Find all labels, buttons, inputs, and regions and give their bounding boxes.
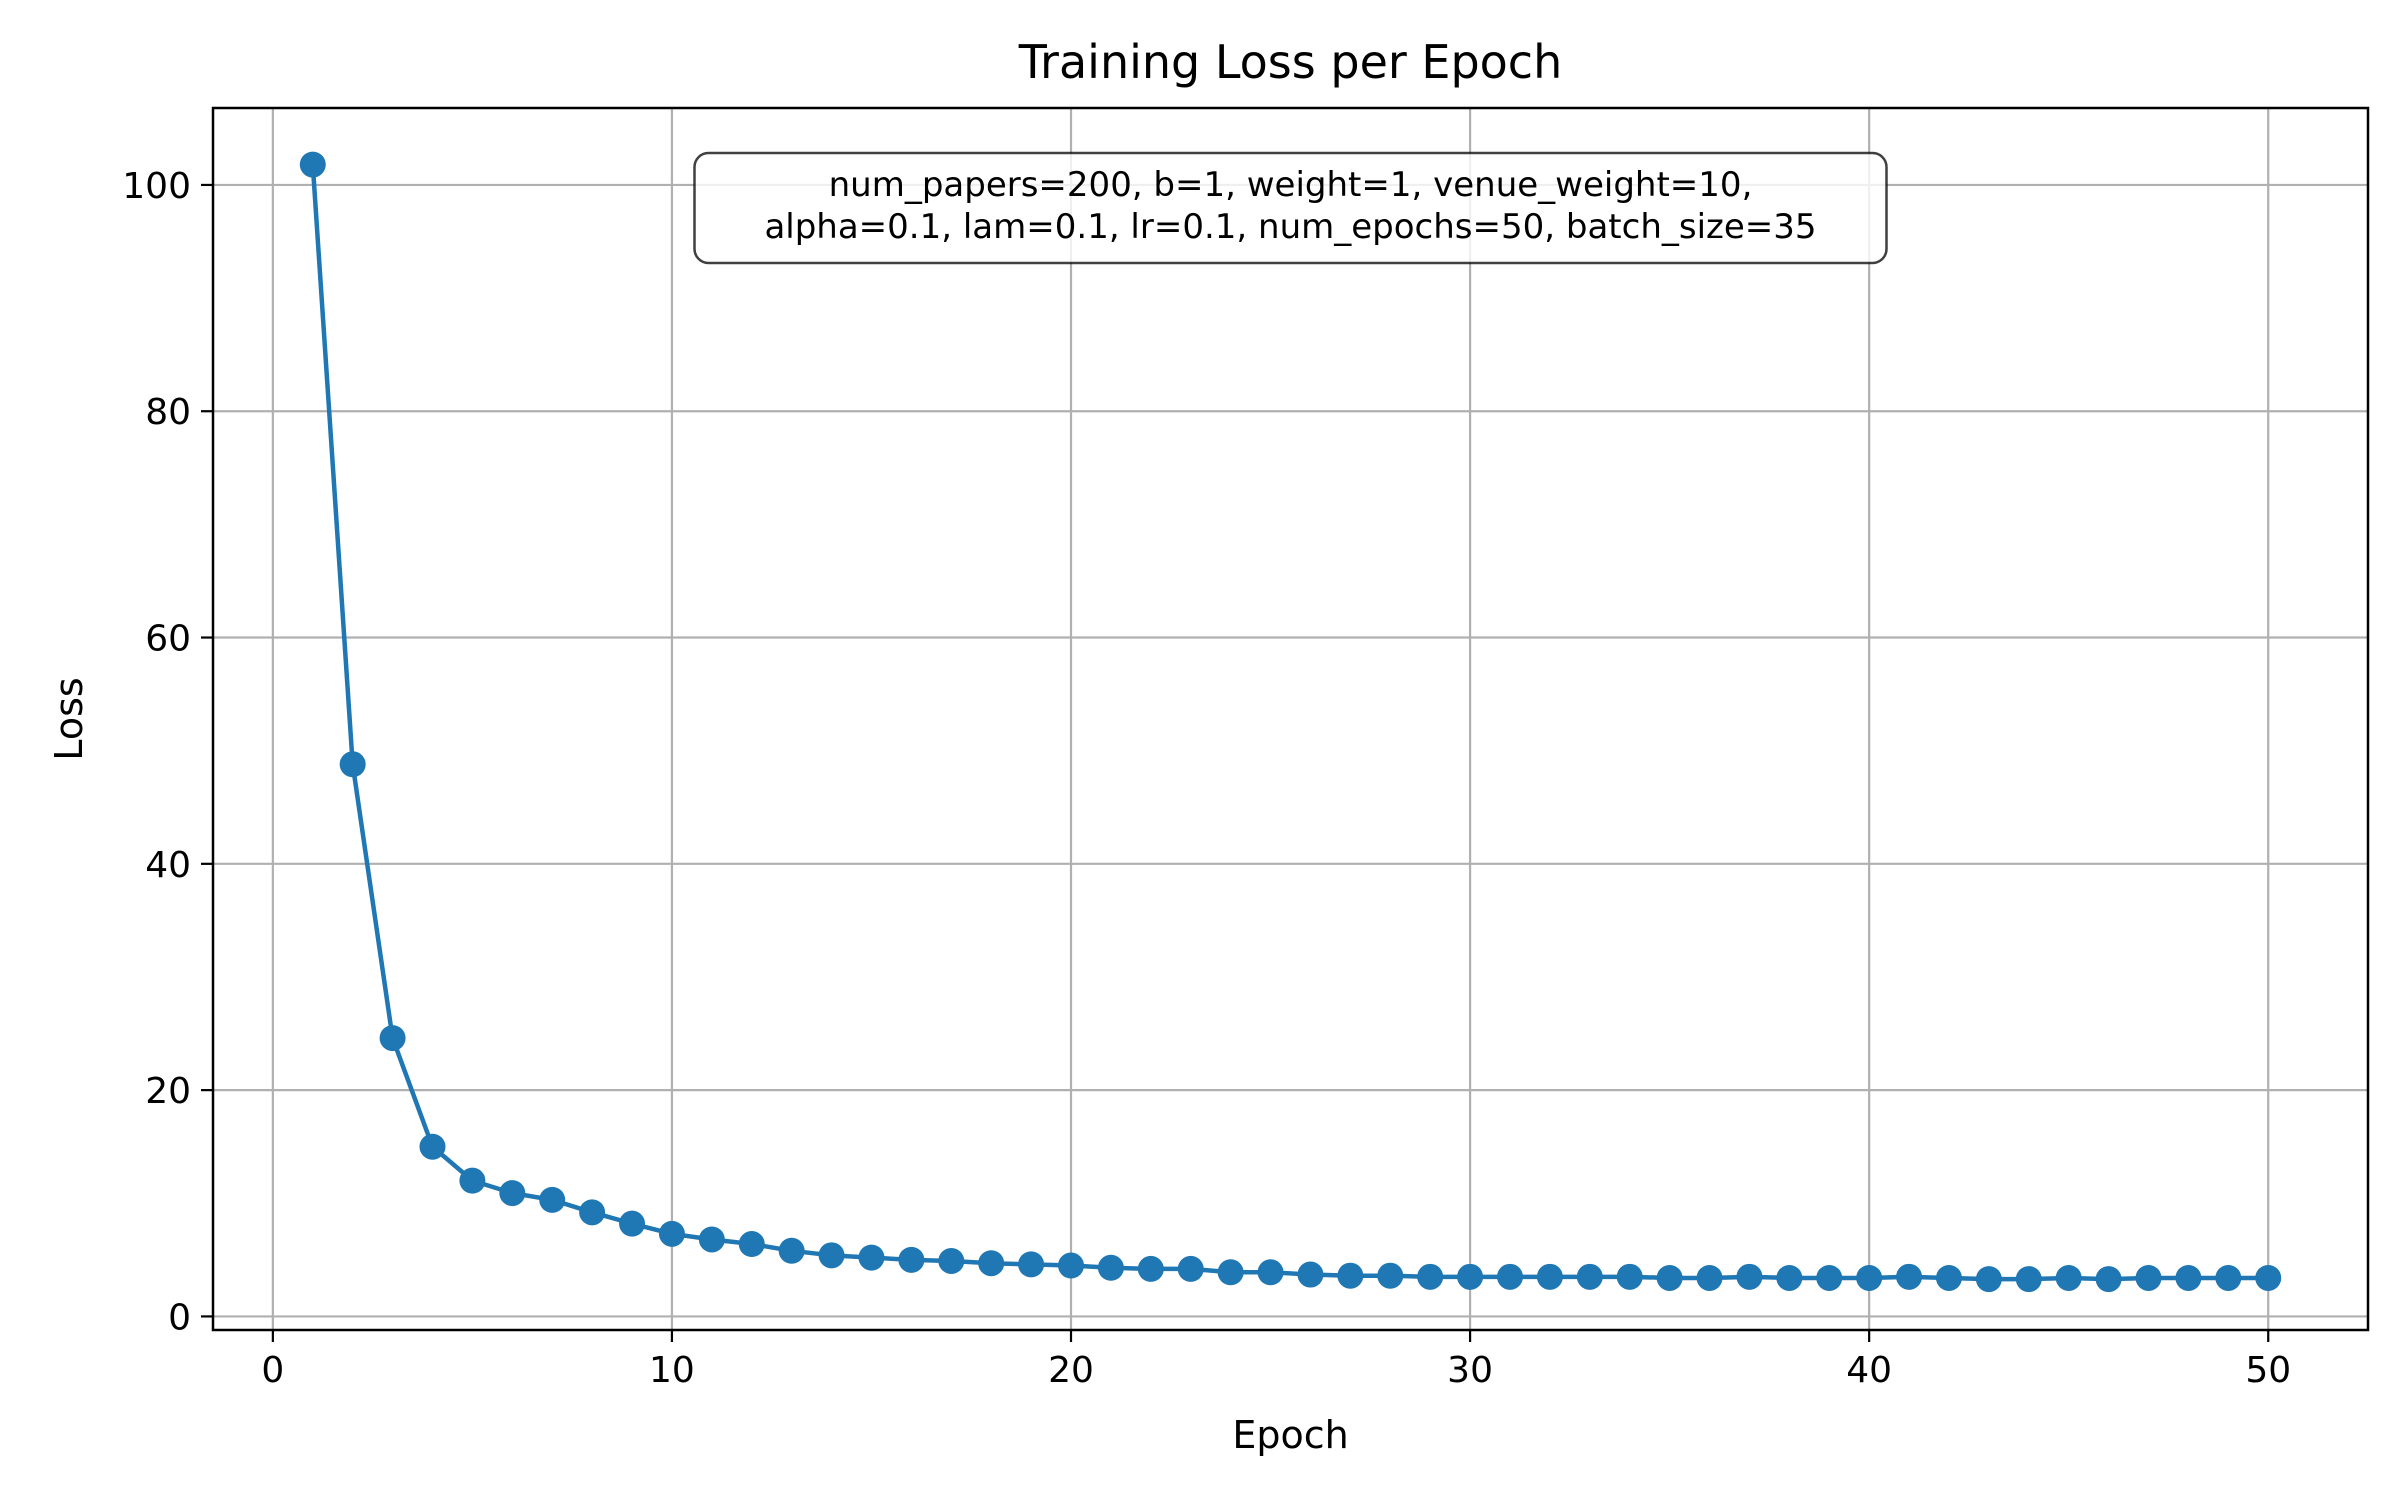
y-tick-label: 0: [168, 1297, 191, 1338]
loss-point: [698, 1226, 725, 1253]
loss-point: [978, 1250, 1005, 1277]
loss-point: [1696, 1264, 1723, 1291]
loss-point: [1975, 1266, 2002, 1293]
x-tick-label: 30: [1447, 1350, 1493, 1391]
loss-point: [658, 1220, 685, 1247]
loss-point: [499, 1180, 526, 1207]
grid-layer: [213, 108, 2368, 1330]
loss-point: [539, 1186, 566, 1213]
loss-point: [1337, 1262, 1364, 1289]
loss-point: [579, 1199, 606, 1226]
loss-point: [898, 1246, 925, 1273]
y-tick-label: 80: [145, 392, 191, 433]
loss-point: [1896, 1263, 1923, 1290]
loss-point: [1856, 1264, 1883, 1291]
x-tick-label: 40: [1846, 1350, 1892, 1391]
loss-point: [1257, 1259, 1284, 1286]
y-axis-label: Loss: [47, 677, 91, 760]
loss-point: [1297, 1261, 1324, 1288]
loss-point: [1457, 1263, 1484, 1290]
loss-point: [1417, 1263, 1444, 1290]
loss-point: [2015, 1266, 2042, 1293]
loss-point: [1576, 1263, 1603, 1290]
loss-point: [1536, 1263, 1563, 1290]
loss-point: [339, 751, 366, 778]
y-tick-label: 100: [122, 166, 191, 207]
loss-point: [2255, 1264, 2282, 1291]
loss-point: [1935, 1264, 1962, 1291]
x-tick-label: 10: [649, 1350, 695, 1391]
plot-frame: [211, 106, 2370, 1332]
loss-point: [2055, 1264, 2082, 1291]
loss-point: [738, 1231, 765, 1258]
series-layer: [299, 151, 2282, 1293]
annotation-line-1: num_papers=200, b=1, weight=1, venue_wei…: [829, 165, 1753, 205]
loss-point: [619, 1210, 646, 1237]
loss-point: [858, 1244, 885, 1271]
axis-layer: 0 10 20 30 40 50 0 20 40 60 80 100: [122, 166, 2291, 1391]
loss-point: [2215, 1264, 2242, 1291]
loss-point: [1137, 1255, 1164, 1282]
loss-point: [2135, 1264, 2162, 1291]
loss-point: [459, 1167, 486, 1194]
loss-point: [778, 1237, 805, 1264]
x-axis-label: Epoch: [1232, 1413, 1348, 1457]
loss-point: [299, 151, 326, 178]
annotation-line-2: alpha=0.1, lam=0.1, lr=0.1, num_epochs=5…: [764, 207, 1816, 247]
y-tick-label: 40: [145, 845, 191, 886]
chart-title: Training Loss per Epoch: [1018, 35, 1563, 89]
annotation-box: num_papers=200, b=1, weight=1, venue_wei…: [693, 151, 1888, 265]
loss-point: [2095, 1266, 2122, 1293]
loss-point: [1058, 1252, 1085, 1279]
x-tick-label: 20: [1048, 1350, 1094, 1391]
loss-point: [1018, 1251, 1045, 1278]
loss-point: [419, 1133, 446, 1160]
loss-point: [1217, 1259, 1244, 1286]
loss-point: [1616, 1263, 1643, 1290]
x-tick-label: 0: [261, 1350, 284, 1391]
y-tick-label: 60: [145, 619, 191, 660]
loss-point: [1656, 1264, 1683, 1291]
loss-point: [1097, 1254, 1124, 1281]
y-tick-label: 20: [145, 1071, 191, 1112]
loss-point: [1177, 1255, 1204, 1282]
loss-point: [1816, 1264, 1843, 1291]
loss-point: [379, 1025, 406, 1052]
loss-point: [1377, 1262, 1404, 1289]
x-tick-label: 50: [2245, 1350, 2291, 1391]
loss-point: [2175, 1264, 2202, 1291]
loss-series-line: [310, 164, 2269, 1282]
loss-point: [1736, 1263, 1763, 1290]
loss-point: [938, 1247, 965, 1274]
loss-point: [1496, 1263, 1523, 1290]
loss-point: [818, 1242, 845, 1269]
loss-point: [1776, 1264, 1803, 1291]
annotation-rect: [693, 151, 1888, 265]
